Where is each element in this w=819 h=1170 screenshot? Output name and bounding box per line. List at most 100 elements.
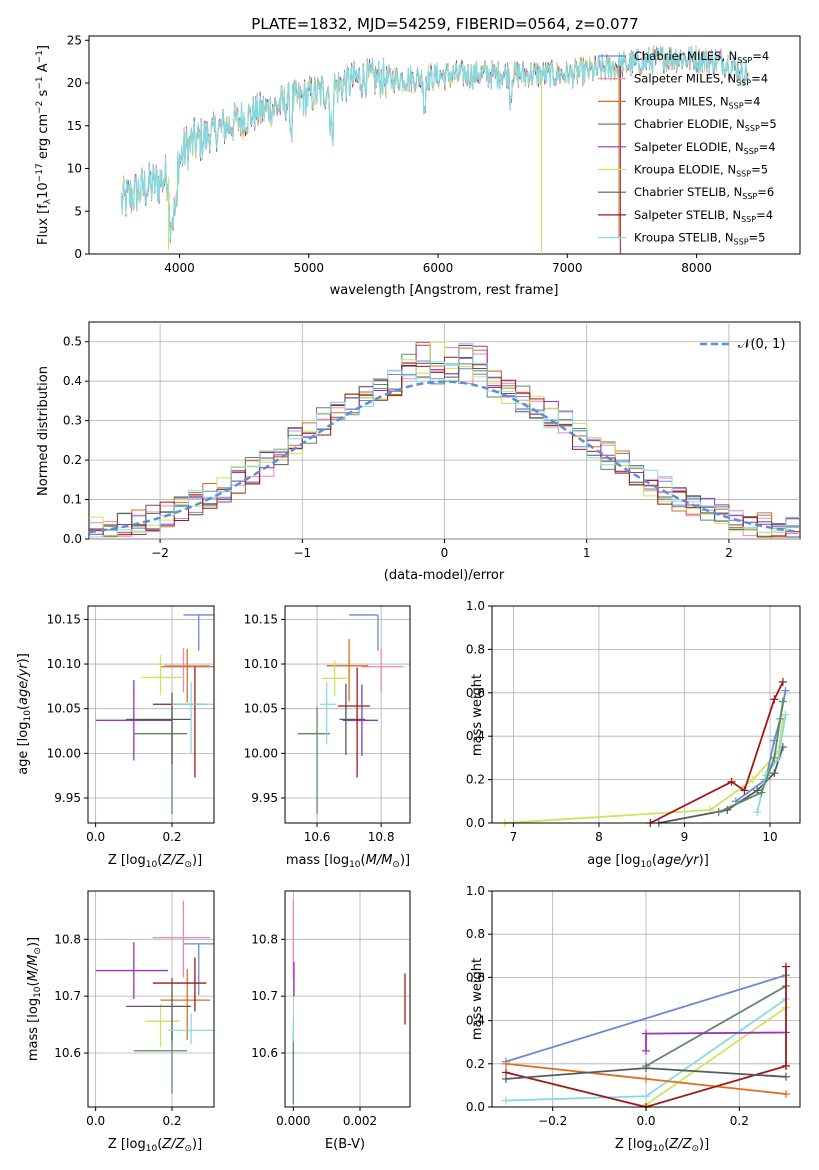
age-Z-panel: 0.0 0.2 9.95 10.00 10.05 10.10 10.15 (47, 605, 215, 844)
x-tick-label: 10.6 (304, 830, 331, 844)
weight-z-xlabel: Z [log10(Z/Z⊙)] (615, 1137, 709, 1154)
age-z-xlabel: Z [log10(Z/Z⊙)] (108, 853, 202, 870)
x-tick-label: 0.002 (343, 1114, 377, 1128)
figure-title: PLATE=1832, MJD=54259, FIBERID=0564, z=0… (251, 15, 638, 33)
mass-weight-age-panel: 7 8 9 10 0.0 0.2 0.4 0.6 0.8 1.0 (466, 599, 801, 844)
series-line (504, 718, 784, 824)
legend-label: Salpeter ELODIE, NSSP=4 (634, 140, 776, 156)
y-tick-label: 0.2 (63, 453, 82, 467)
residuals-ylabel: Normed distribution (36, 366, 51, 496)
x-tick-label: 1 (583, 546, 591, 560)
age-weight-ylabel: mass weight (470, 674, 485, 756)
ebv-xlabel: E(B-V) (325, 1137, 365, 1152)
errorbar-point (349, 614, 379, 651)
y-tick-label: 10.6 (54, 1046, 81, 1060)
errorbar-point (326, 639, 369, 702)
y-tick-label: 0.8 (466, 927, 485, 941)
mass-Z-panel: 0.0 0.2 10.6 10.7 10.8 (54, 890, 215, 1128)
series-line (718, 701, 784, 813)
x-tick-label: 5000 (293, 261, 324, 275)
errorbar-point (168, 1013, 214, 1045)
y-tick-label: 10.05 (244, 702, 278, 716)
y-tick-label: 10.00 (244, 746, 278, 760)
x-tick-label: 0.0 (86, 1114, 105, 1128)
y-tick-label: 20 (67, 76, 82, 90)
y-tick-label: 0.3 (63, 414, 82, 428)
y-tick-label: 0.4 (466, 729, 485, 743)
spectrum-ticks: 4000 5000 6000 7000 8000 0 5 10 15 20 25 (67, 33, 712, 275)
errorbar-point (321, 660, 348, 697)
y-tick-label: 0.8 (466, 642, 485, 656)
axes-frame (87, 890, 215, 1108)
x-tick-label: −0.2 (538, 1114, 567, 1128)
series-line (645, 1006, 787, 1106)
x-tick-label: 7000 (552, 261, 583, 275)
y-tick-label: 1.0 (466, 599, 485, 613)
y-tick-label: 0.5 (63, 335, 82, 349)
residuals-histograms (88, 341, 800, 538)
errorbar-point (183, 943, 214, 996)
age-mass-xlabel: mass [log10(M/M⊙)] (286, 853, 410, 870)
y-tick-label: 10.7 (54, 989, 81, 1003)
y-tick-label: 10.00 (47, 746, 81, 760)
spectrum-legend: Chabrier MILES, NSSP=4 Salpeter MILES, NS… (598, 49, 777, 247)
x-tick-label: 9 (681, 830, 689, 844)
series-line (645, 985, 787, 1067)
y-tick-label: 9.95 (251, 791, 278, 805)
errorbar-point (361, 648, 404, 694)
residuals-panel: −2 −1 0 1 2 0.0 0.1 0.2 0.3 0.4 0.5 𝒩(0, 1) (data-… (36, 321, 801, 583)
y-tick-label: 10.10 (244, 657, 278, 671)
y-tick-label: 0.4 (466, 1014, 485, 1028)
errorbar-point (152, 957, 207, 1012)
spectrum-xlabel: wavelength [Angstrom, rest frame] (330, 283, 559, 298)
series-line (505, 974, 787, 1063)
axes-frame (87, 605, 215, 824)
weight-z-ylabel: mass weight (470, 958, 485, 1040)
y-tick-label: 0.2 (466, 773, 485, 787)
errorbar-point (297, 706, 330, 815)
errorbar-point (160, 648, 214, 703)
normal-legend-label: 𝒩(0, 1) (738, 337, 785, 352)
errorbar-point (126, 977, 192, 1041)
normal-curve (88, 380, 798, 534)
y-tick-label: 10.05 (47, 702, 81, 716)
legend-label: Chabrier ELODIE, NSSP=5 (634, 117, 777, 133)
errorbar-point (152, 900, 211, 978)
x-tick-label: 8000 (681, 261, 712, 275)
x-tick-label: 0.2 (730, 1114, 749, 1128)
errorbar-point (172, 681, 214, 754)
y-tick-label: 0.1 (63, 493, 82, 507)
y-tick-label: 0.0 (466, 816, 485, 830)
y-tick-label: 10.15 (47, 612, 81, 626)
y-tick-label: 0.0 (466, 1100, 485, 1114)
age-weight-xlabel: age [log10(age/yr)] (587, 853, 709, 870)
y-tick-label: 10.7 (251, 989, 278, 1003)
y-tick-label: 5 (74, 204, 82, 218)
x-tick-label: 0.0 (636, 1114, 655, 1128)
x-tick-label: 0.0 (86, 830, 105, 844)
y-tick-label: 10.6 (251, 1046, 278, 1060)
x-tick-label: −2 (151, 546, 169, 560)
legend-label: Salpeter MILES, NSSP=4 (634, 72, 768, 88)
y-tick-label: 0.6 (466, 686, 485, 700)
x-tick-label: 0 (441, 546, 449, 560)
errorbar-point (95, 680, 172, 761)
legend-label: Salpeter STELIB, NSSP=4 (634, 208, 773, 224)
x-tick-label: 10 (762, 830, 777, 844)
errorbar-point (339, 683, 366, 756)
y-tick-label: 10.15 (244, 612, 278, 626)
x-tick-label: 2 (725, 546, 733, 560)
y-tick-label: 0.2 (466, 1057, 485, 1071)
axes-frame (491, 605, 801, 824)
legend-label: Chabrier MILES, NSSP=4 (634, 49, 769, 65)
x-tick-label: 7 (510, 830, 518, 844)
y-tick-label: 0 (74, 247, 82, 261)
y-tick-label: 0.4 (63, 374, 82, 388)
age-mass-panel: 10.6 10.8 9.95 10.00 10.05 10.10 10.15 (244, 605, 411, 844)
y-tick-label: 15 (67, 119, 82, 133)
y-tick-label: 0.0 (63, 532, 82, 546)
spectrum-line (120, 45, 749, 240)
residuals-xlabel: (data-model)/error (384, 568, 505, 583)
residuals-ticks: −2 −1 0 1 2 0.0 0.1 0.2 0.3 0.4 0.5 (63, 335, 733, 560)
errorbar-point (160, 968, 211, 1040)
